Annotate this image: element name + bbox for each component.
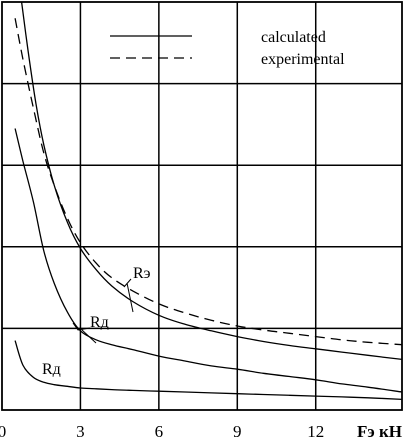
x-tick-label-0: 0 — [0, 422, 6, 441]
series-line-2 — [14, 128, 403, 393]
curve-label-rd-lower: Rд — [42, 361, 61, 378]
rd-annotation-tick — [72, 322, 97, 344]
grid — [1, 1, 403, 411]
re-annotation-tick — [123, 278, 134, 313]
annotation-marks — [72, 278, 134, 344]
legend-label-calculated: calculated — [261, 29, 326, 46]
series-group — [14, 1, 403, 401]
x-tick-label-4: 12 — [307, 422, 324, 441]
x-tick-label-2: 6 — [155, 422, 164, 441]
series-line-3 — [14, 340, 403, 401]
curve-label-re: Rэ — [133, 265, 151, 282]
x-axis-title: Fэ кН — [357, 422, 402, 441]
curve-label-rd-upper: Rд — [90, 314, 109, 331]
legend-label-experimental: experimental — [261, 51, 345, 68]
plot-frame — [1, 1, 403, 411]
x-tick-labels: 0 3 6 9 12 — [0, 422, 324, 441]
x-tick-label-3: 9 — [233, 422, 242, 441]
legend: calculated experimental — [110, 29, 345, 68]
series-line-1 — [14, 18, 403, 346]
annotations: Rэ Rд Rд — [42, 265, 151, 378]
x-tick-label-1: 3 — [76, 422, 85, 441]
series-line-0 — [20, 1, 403, 361]
